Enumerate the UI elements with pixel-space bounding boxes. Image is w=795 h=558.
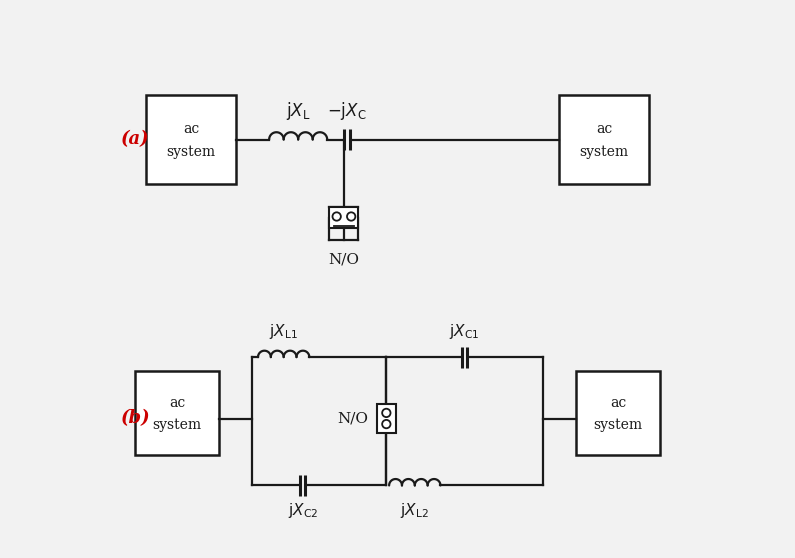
Text: system: system [580, 145, 629, 159]
Text: j$\it{X}$$_\mathsf{L}$: j$\it{X}$$_\mathsf{L}$ [285, 100, 311, 122]
Text: ac: ac [595, 122, 612, 137]
Text: system: system [593, 418, 642, 432]
Text: N/O: N/O [338, 411, 369, 426]
Text: (b): (b) [122, 410, 151, 427]
Text: j$\it{X}$$_\mathsf{C1}$: j$\it{X}$$_\mathsf{C1}$ [449, 323, 479, 341]
Text: j$\it{X}$$_\mathsf{C2}$: j$\it{X}$$_\mathsf{C2}$ [288, 501, 318, 520]
Circle shape [347, 213, 355, 221]
Text: (a): (a) [122, 131, 150, 148]
Bar [560, 95, 649, 184]
Circle shape [332, 213, 341, 221]
Text: j$\it{X}$$_\mathsf{L1}$: j$\it{X}$$_\mathsf{L1}$ [270, 323, 298, 341]
Text: system: system [166, 145, 215, 159]
Bar [146, 95, 235, 184]
Circle shape [382, 420, 390, 429]
Bar [329, 207, 359, 228]
Text: $-$j$\it{X}$$_\mathsf{C}$: $-$j$\it{X}$$_\mathsf{C}$ [327, 100, 366, 122]
Text: ac: ac [169, 396, 185, 410]
Text: ac: ac [183, 122, 200, 137]
Bar [576, 371, 660, 455]
Text: system: system [153, 418, 202, 432]
Bar [135, 371, 219, 455]
Text: N/O: N/O [328, 252, 359, 267]
Text: ac: ac [610, 396, 626, 410]
Text: j$\it{X}$$_\mathsf{L2}$: j$\it{X}$$_\mathsf{L2}$ [401, 501, 429, 520]
Bar [377, 404, 396, 433]
Circle shape [382, 408, 390, 417]
